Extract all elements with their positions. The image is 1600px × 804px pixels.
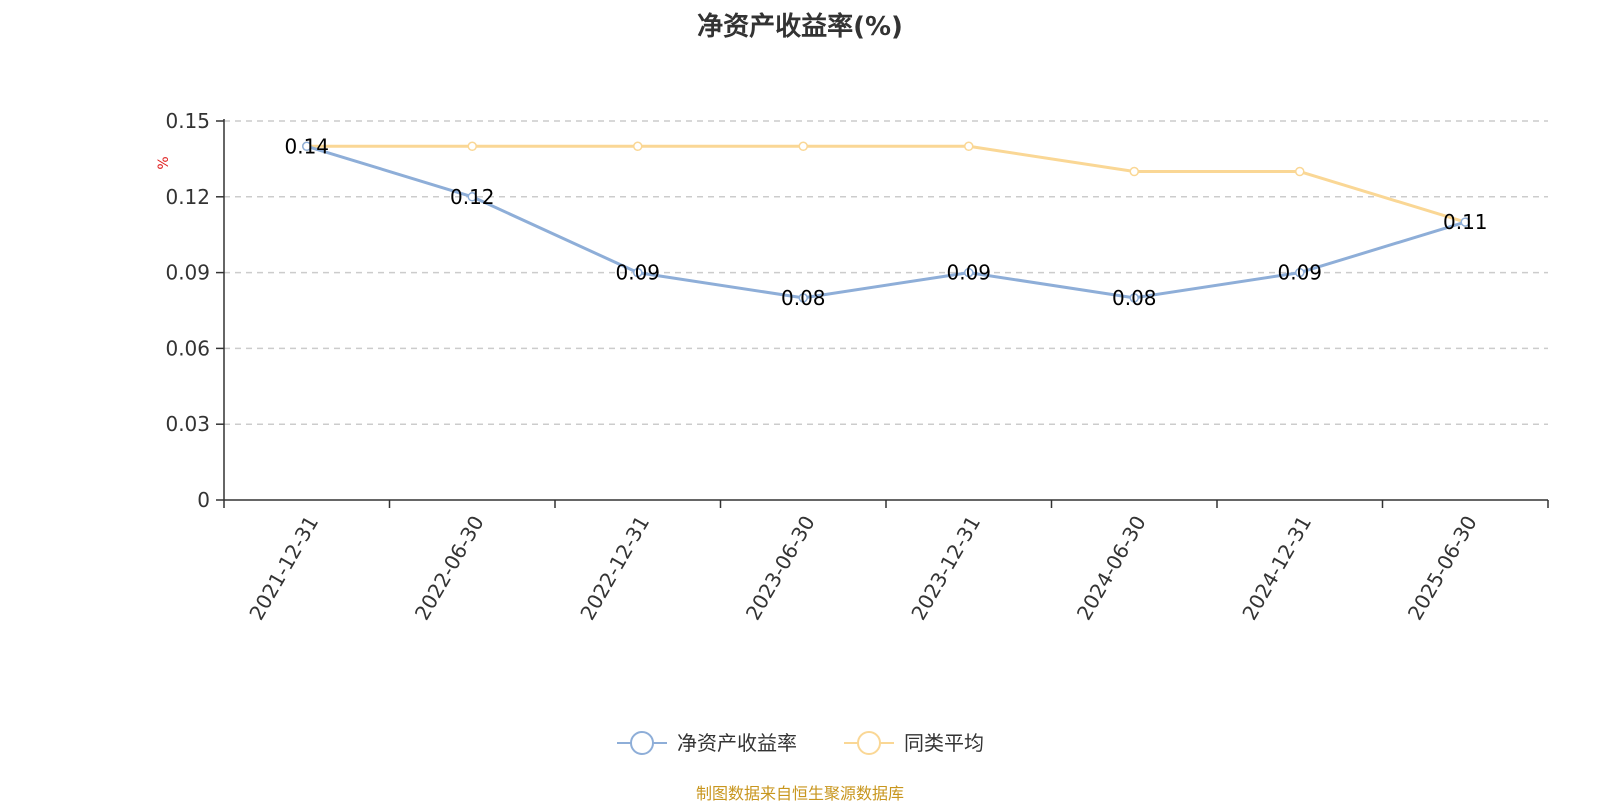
data-point	[467, 192, 477, 202]
chart-title: 净资产收益率(%)	[697, 12, 903, 42]
data-label: 0.11	[1443, 210, 1488, 234]
y-tick-label: 0.09	[165, 261, 210, 285]
y-tick-label: 0.15	[165, 109, 210, 133]
data-label: 0.09	[946, 261, 991, 285]
data-label: 0.08	[1112, 286, 1157, 310]
y-tick-label: 0.03	[165, 412, 210, 436]
x-tick-label: 2023-06-30	[741, 512, 820, 625]
legend: 净资产收益率 同类平均	[617, 731, 984, 755]
y-axis-unit-label: %	[156, 156, 172, 169]
x-tick-label: 2025-06-30	[1403, 512, 1482, 625]
data-point	[964, 141, 974, 152]
data-point	[798, 293, 808, 303]
legend-marker-1	[630, 731, 654, 755]
data-label: 0.09	[615, 261, 660, 285]
x-tick-label: 2021-12-31	[244, 512, 323, 625]
y-tick-label: 0.06	[165, 336, 210, 360]
grid-lines	[224, 120, 1548, 425]
x-tick-label: 2024-12-31	[1237, 512, 1316, 625]
data-point	[302, 141, 312, 152]
y-tick-label: 0	[197, 488, 210, 512]
x-tick-label: 2024-06-30	[1072, 512, 1151, 625]
legend-label: 同类平均	[904, 731, 984, 755]
data-point	[633, 267, 643, 278]
data-source-note: 制图数据来自恒生聚源数据库	[695, 784, 904, 803]
data-point	[1295, 267, 1305, 278]
axes: 0 0.03 0.06 0.09 0.12 0.15% 2021-12-31 2022-06-…	[156, 109, 1549, 625]
legend-label: 净资产收益率	[677, 731, 797, 755]
legend-marker-2	[857, 731, 881, 755]
series-lines	[302, 141, 1470, 303]
series-line-1	[306, 144, 1466, 300]
data-point	[633, 141, 643, 152]
data-point	[467, 141, 477, 152]
data-label: 0.09	[1277, 261, 1322, 285]
data-labels: 0.14 0.12 0.09 0.08 0.09 0.08 0.09 0.11	[284, 134, 1487, 310]
data-label: 0.12	[450, 185, 495, 209]
data-label: 0.14	[284, 134, 329, 158]
y-tick-label: 0.12	[165, 185, 210, 209]
series-line-2	[306, 144, 1466, 224]
data-point	[1295, 166, 1305, 177]
data-point	[1460, 217, 1470, 227]
x-tick-label: 2022-12-31	[575, 512, 654, 625]
data-point	[798, 141, 808, 152]
x-tick-label: 2022-06-30	[410, 512, 489, 625]
data-point	[1129, 293, 1139, 303]
data-point	[964, 267, 974, 278]
data-label: 0.08	[781, 286, 826, 310]
data-point	[1129, 166, 1139, 177]
x-tick-label: 2023-12-31	[906, 512, 985, 625]
